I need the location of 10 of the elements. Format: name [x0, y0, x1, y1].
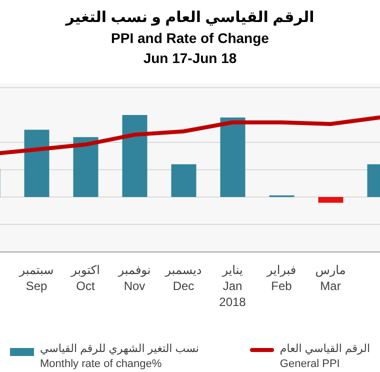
bar — [122, 114, 148, 198]
bar — [171, 164, 196, 198]
bar — [220, 117, 246, 198]
chart-subtitle: PPI and Rate of Change Jun 17-Jun 18 — [110, 29, 270, 68]
legend-label: الرقم القياسي العام General PPI — [280, 342, 370, 372]
bar — [73, 137, 98, 198]
bar — [318, 197, 344, 203]
bar — [24, 130, 50, 198]
chart-title: الرقم القياسي العام و نسب التغير — [64, 8, 316, 28]
legend-label: نسب التغير الشهري للرقم القياسي Monthly rate of change% — [40, 342, 199, 372]
